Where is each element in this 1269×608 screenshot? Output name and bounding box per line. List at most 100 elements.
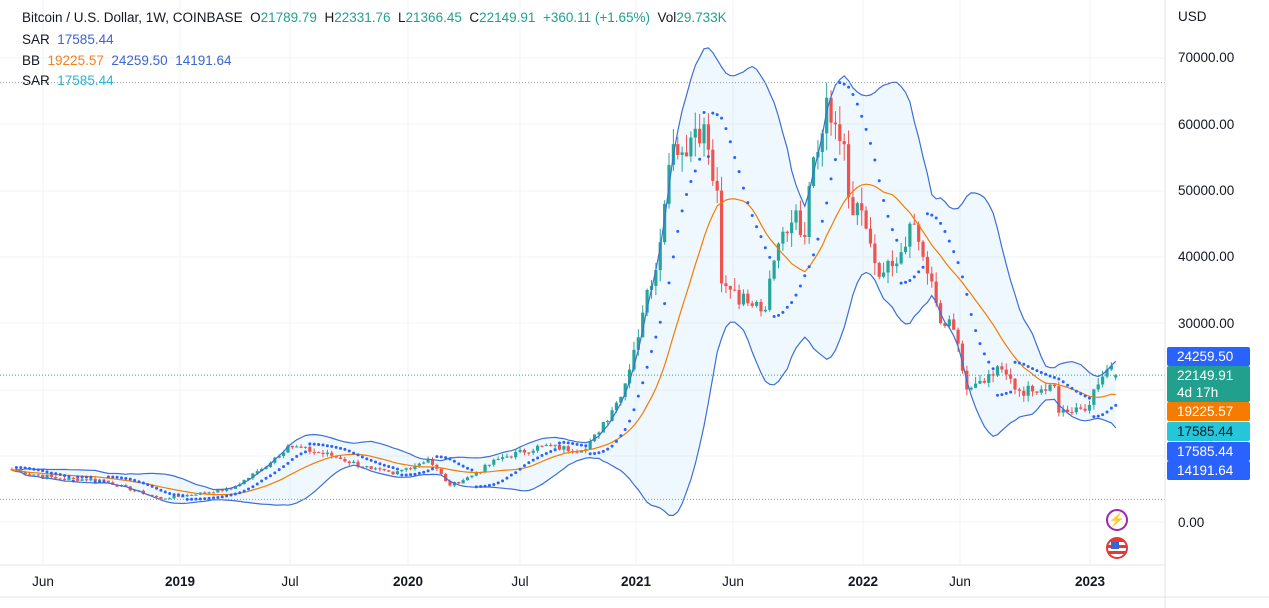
candle	[1087, 404, 1092, 411]
candle	[514, 451, 518, 458]
sar-dot	[452, 459, 456, 463]
candle	[312, 451, 316, 453]
sar-dot	[895, 238, 899, 242]
sar-dot	[426, 469, 430, 473]
sar-dot	[584, 444, 588, 448]
sar-dot	[111, 475, 115, 479]
candle	[619, 396, 623, 403]
sar-dot	[190, 497, 194, 501]
sar-dot	[873, 158, 877, 162]
sar-dot	[325, 444, 329, 448]
candle	[295, 446, 299, 448]
sar-dot	[829, 177, 833, 181]
candle	[352, 461, 356, 464]
candle	[689, 137, 693, 157]
candle	[895, 263, 899, 267]
sar-dot	[991, 367, 995, 371]
candle	[194, 494, 198, 496]
lightning-icon[interactable]: ⚡	[1106, 509, 1128, 531]
currency-label[interactable]: USD	[1178, 9, 1207, 24]
sar-dot	[159, 488, 163, 492]
candle	[776, 243, 781, 261]
sar-dot	[295, 454, 299, 458]
sar-dot	[23, 466, 27, 470]
candle	[1039, 389, 1043, 393]
candle	[492, 459, 496, 465]
sar-dot	[908, 278, 912, 282]
sar-dot	[203, 497, 207, 501]
sar-legend[interactable]: SAR 17585.44	[22, 32, 114, 47]
sar-dot	[1004, 391, 1008, 395]
candle	[536, 445, 540, 451]
candle	[1017, 389, 1021, 391]
sar-dot	[198, 497, 202, 501]
candle	[365, 466, 369, 468]
sar-dot	[733, 155, 737, 159]
sar-dot	[461, 464, 465, 468]
sar-dot	[128, 477, 132, 481]
sar-dot	[711, 111, 715, 115]
candle	[32, 474, 36, 476]
candle	[330, 452, 334, 456]
symbol-title[interactable]: Bitcoin / U.S. Dollar, 1W, COINBASE	[22, 10, 243, 25]
bb-upper-line	[11, 47, 1117, 491]
candle	[448, 481, 452, 486]
candle	[1105, 369, 1109, 377]
candle	[496, 459, 500, 461]
candle	[439, 468, 443, 474]
candle	[733, 289, 737, 291]
price-tick: 50000.00	[1178, 183, 1235, 198]
sar-dot	[912, 275, 916, 279]
bb-upper-value: 24259.50	[111, 53, 168, 68]
sar-dot	[772, 314, 776, 318]
candle	[1079, 407, 1083, 409]
candle	[899, 252, 903, 264]
sar-dot	[343, 447, 347, 451]
bb-label: BB	[22, 53, 41, 68]
candle	[233, 486, 237, 489]
sar-dot	[685, 193, 689, 197]
sar-dot	[185, 497, 189, 501]
sar-dot	[155, 486, 159, 490]
sar-dot	[1052, 376, 1056, 380]
candle	[67, 477, 71, 480]
candle	[373, 468, 378, 470]
sar-dot	[247, 487, 251, 491]
sar-dot	[628, 419, 632, 423]
sar-dot	[820, 219, 824, 223]
volume-value: 29.733K	[676, 10, 727, 25]
candle	[706, 124, 711, 150]
sar-dot	[785, 305, 789, 309]
sar-dot	[124, 476, 128, 480]
candle	[426, 459, 430, 463]
candle	[286, 445, 290, 453]
candle	[176, 495, 181, 497]
sar-dot	[168, 491, 172, 495]
bb-legend[interactable]: BB 19225.57 24259.50 14191.64	[22, 53, 232, 68]
sar-dot	[947, 239, 951, 243]
candle	[974, 383, 978, 388]
candle	[220, 489, 224, 491]
sar-dot	[868, 141, 872, 145]
sar-dot	[619, 434, 623, 438]
sar-dot	[282, 465, 286, 469]
candle	[124, 485, 128, 487]
candle	[457, 481, 461, 484]
candle	[864, 210, 868, 229]
candle	[422, 462, 426, 464]
sar-dot	[133, 478, 137, 482]
sar-dot	[649, 349, 653, 353]
candle	[658, 242, 662, 271]
price-tick: 70000.00	[1178, 50, 1235, 65]
last-price-value: 22149.91	[1177, 368, 1234, 383]
us-flag-icon[interactable]	[1106, 537, 1128, 559]
sar-dot	[444, 456, 448, 460]
sar-dot	[76, 475, 80, 479]
sar2-legend[interactable]: SAR 17585.44	[22, 73, 114, 88]
candle	[772, 260, 776, 279]
candle	[842, 141, 846, 145]
sar-dot	[63, 474, 67, 478]
sar-dot	[479, 485, 483, 489]
sar-dot	[671, 255, 675, 259]
